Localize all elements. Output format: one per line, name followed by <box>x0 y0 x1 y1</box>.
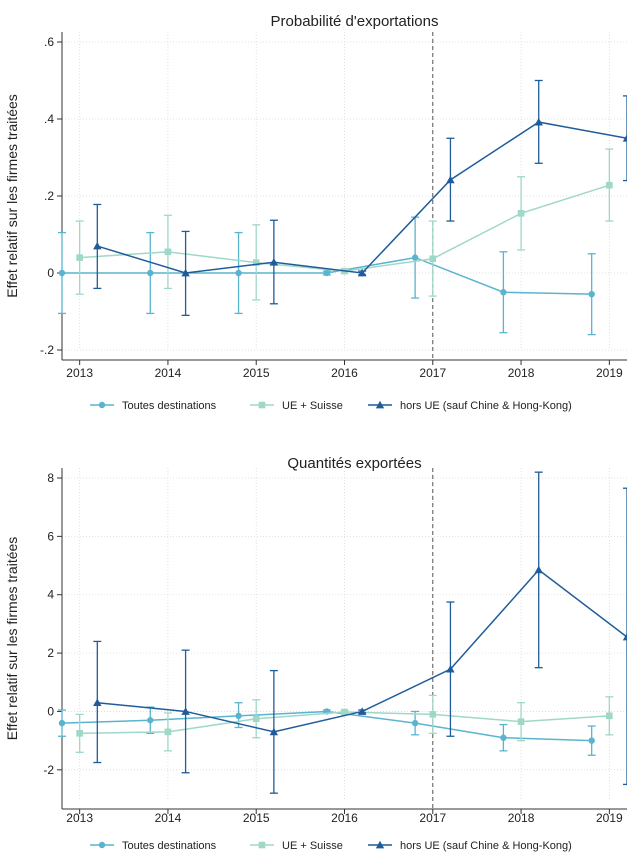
y-tick-label: 8 <box>47 471 54 485</box>
series-1 <box>58 216 596 336</box>
data-point <box>93 698 102 707</box>
data-point <box>606 712 613 720</box>
x-tick-label: 2019 <box>596 366 623 380</box>
data-point <box>500 289 507 296</box>
x-tick-label: 2017 <box>419 366 446 380</box>
data-point <box>429 255 437 263</box>
legend-label: hors UE (sauf Chine & Hong-Kong) <box>400 840 572 852</box>
y-tick-label: 6 <box>47 529 54 543</box>
series-1 <box>58 702 596 756</box>
legend-marker <box>98 841 106 849</box>
legend-marker <box>375 840 385 849</box>
y-tick-label: 2 <box>47 646 54 660</box>
data-point <box>357 707 367 715</box>
data-point <box>181 707 190 715</box>
data-point <box>357 268 367 277</box>
x-tick-label: 2016 <box>331 811 358 825</box>
x-tick-label: 2015 <box>243 811 270 825</box>
y-tick-label: -2 <box>43 763 54 777</box>
chart-title: Probabilité d'exportations <box>271 13 439 30</box>
data-point <box>164 248 172 256</box>
data-point <box>534 117 543 126</box>
x-tick-label: 2017 <box>419 811 446 825</box>
x-tick-label: 2016 <box>331 366 358 380</box>
legend-marker <box>258 841 266 849</box>
legend-label: hors UE (sauf Chine & Hong-Kong) <box>400 400 572 412</box>
series-line <box>61 710 592 742</box>
data-point <box>446 664 455 673</box>
data-point <box>252 259 260 266</box>
data-point <box>235 712 242 720</box>
data-point <box>269 727 279 736</box>
data-point <box>147 717 154 724</box>
data-point <box>252 715 260 723</box>
x-tick-label: 2015 <box>243 366 270 380</box>
legend-marker <box>258 401 266 409</box>
x-tick-label: 2019 <box>596 811 623 825</box>
data-point <box>269 258 279 266</box>
legend: Toutes destinations UE + Suisse hors UE (s… <box>90 840 572 852</box>
series-3 <box>93 471 627 794</box>
legend-label: UE + Suisse <box>282 840 343 852</box>
data-point <box>93 241 102 250</box>
y-tick-label: 0 <box>47 704 54 718</box>
legend: Toutes destinations UE + Suisse hors UE (s… <box>90 400 572 412</box>
data-point <box>622 632 627 641</box>
legend-label: Toutes destinations <box>122 840 217 852</box>
data-point <box>147 269 154 277</box>
data-point <box>429 711 437 718</box>
series-3 <box>93 79 627 317</box>
data-point <box>235 269 242 277</box>
y-tick-label: .4 <box>44 112 54 126</box>
data-point <box>323 269 331 277</box>
data-point <box>341 708 348 716</box>
data-point <box>534 565 543 574</box>
x-tick-label: 2018 <box>508 366 535 380</box>
legend-marker <box>98 401 106 409</box>
data-point <box>606 181 613 189</box>
y-tick-label: 4 <box>47 588 54 602</box>
y-tick-label: .2 <box>44 189 54 203</box>
y-tick-label: -.2 <box>40 343 54 357</box>
data-point <box>58 719 66 727</box>
data-point <box>58 269 66 277</box>
data-point <box>517 718 525 725</box>
x-tick-label: 2013 <box>66 366 93 380</box>
data-point <box>588 290 595 298</box>
chart-panel-2: Quantités exportées Effet relatif sur les… <box>4 455 627 852</box>
series-2 <box>75 148 614 301</box>
data-point <box>446 175 455 184</box>
x-tick-label: 2013 <box>66 811 93 825</box>
legend-marker <box>375 400 385 409</box>
y-tick-label: 0 <box>47 266 54 280</box>
series-2 <box>75 694 614 753</box>
y-axis-label: Effet relatif sur les firmes traitées <box>4 94 20 298</box>
data-point <box>181 268 190 277</box>
data-point <box>411 719 419 727</box>
data-point <box>517 210 525 217</box>
data-point <box>500 734 507 741</box>
y-axis-label: Effet relatif sur les firmes traitées <box>4 537 20 741</box>
data-point <box>622 134 627 142</box>
data-point <box>76 254 83 261</box>
legend-label: UE + Suisse <box>282 400 343 412</box>
chart-panel-1: Probabilité d'exportations Effet relatif … <box>4 13 627 412</box>
x-tick-label: 2014 <box>155 811 182 825</box>
x-tick-label: 2014 <box>155 366 182 380</box>
legend-label: Toutes destinations <box>122 400 217 412</box>
chart-title: Quantités exportées <box>287 455 421 472</box>
series-line <box>97 121 627 274</box>
series-line <box>79 184 610 272</box>
data-point <box>411 254 419 261</box>
data-point <box>164 728 172 736</box>
data-point <box>76 730 83 737</box>
x-tick-label: 2018 <box>508 811 535 825</box>
y-tick-label: .6 <box>44 35 54 49</box>
data-point <box>588 737 595 744</box>
